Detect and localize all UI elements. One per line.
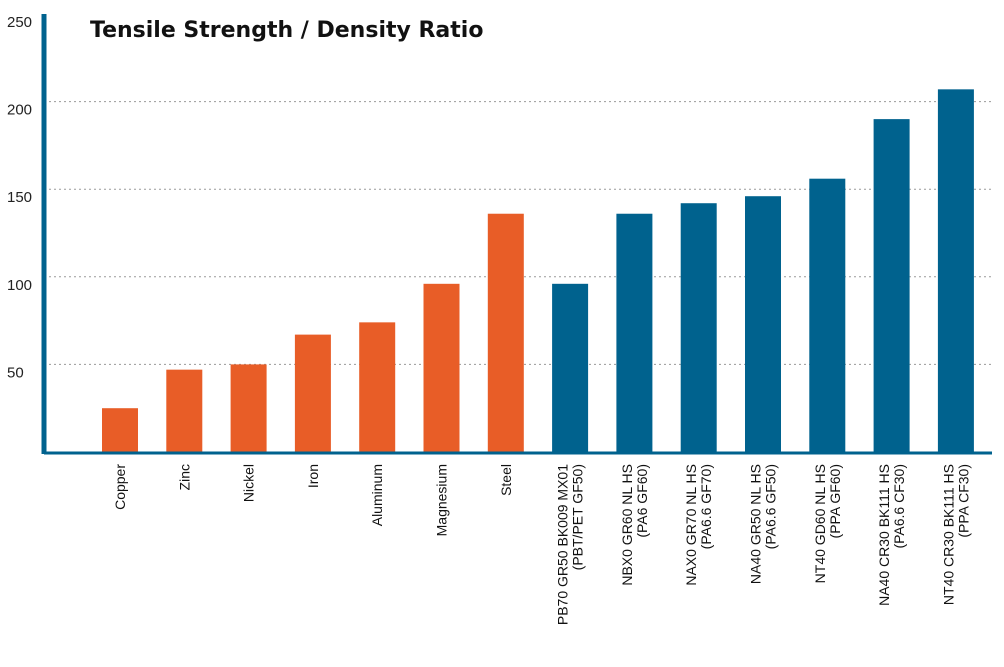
x-tick-label-line: Aluminum	[369, 464, 385, 526]
x-tick-label: Zinc	[176, 464, 192, 490]
x-tick-label: NAX0 GR70 NL HS (PA6.6 GF70)	[683, 464, 714, 586]
bar	[230, 364, 267, 452]
bar	[616, 213, 653, 452]
x-tick-label-line: (PA6 GF60)	[634, 464, 650, 538]
bar	[294, 334, 331, 452]
x-tick-label: NA40 GR50 NL HS (PA6.6 GF50)	[748, 464, 779, 584]
x-tick-label-line: NA40 CR30 BK111 HS	[876, 464, 892, 606]
x-tick-label: Nickel	[241, 464, 257, 502]
x-tick-label: Steel	[498, 464, 514, 496]
bar	[423, 283, 460, 452]
x-tick-label-line: NA40 GR50 NL HS	[748, 464, 764, 584]
bar	[552, 283, 589, 452]
bars	[102, 89, 974, 453]
x-tick-label-line: Nickel	[241, 464, 257, 502]
y-tick-label: 50	[7, 364, 24, 381]
x-tick-label-line: Steel	[498, 464, 514, 496]
bar	[166, 369, 203, 452]
x-tick-label-line: (PA6.6 GF50)	[763, 464, 779, 549]
bar	[359, 322, 396, 452]
x-tick-label-line: (PA6.6 GF70)	[698, 464, 714, 549]
x-tick-label-line: Iron	[305, 464, 321, 488]
x-tick-label-line: NAX0 GR70 NL HS	[683, 464, 699, 586]
x-tick-label: Magnesium	[434, 464, 450, 536]
y-tick-label: 250	[7, 14, 32, 31]
bar	[873, 119, 910, 453]
bar	[809, 178, 846, 453]
x-tick-label: NA40 CR30 BK111 HS (PA6.6 CF30)	[876, 464, 907, 606]
x-tick-label-line: (PBT/PET GF50)	[570, 464, 586, 570]
chart-title: Tensile Strength / Density Ratio	[90, 18, 483, 43]
y-tick-labels: 50 100 150 200 250	[7, 14, 32, 381]
x-tick-label: Copper	[112, 464, 128, 510]
y-tick-label: 150	[7, 189, 32, 206]
x-tick-label-line: NBX0 GR60 NL HS	[619, 464, 635, 586]
bar	[937, 89, 974, 452]
x-tick-labels: Copper Zinc Nickel Iron Aluminum Magnesium Ste…	[112, 464, 971, 625]
x-tick-label-line: NT40 CR30 BK111 HS	[940, 464, 956, 605]
x-tick-label-line: (PA6.6 CF30)	[891, 464, 907, 549]
x-tick-label-line: Magnesium	[434, 464, 450, 536]
x-tick-label-line: (PPA GF60)	[827, 464, 843, 538]
x-tick-label-line: Copper	[112, 464, 128, 510]
x-tick-label: Aluminum	[369, 464, 385, 526]
x-tick-label: NT40 GD60 NL HS (PPA GF60)	[812, 464, 843, 583]
bar	[745, 196, 781, 452]
x-tick-label: NBX0 GR60 NL HS (PA6 GF60)	[619, 464, 650, 586]
x-tick-label-line: PB70 GR50 BK009 MX01	[555, 464, 571, 625]
axes	[41, 14, 992, 455]
x-tick-label: Iron	[305, 464, 321, 488]
x-tick-label: NT40 CR30 BK111 HS (PPA CF30)	[940, 464, 971, 605]
x-tick-label-line: Zinc	[176, 464, 192, 490]
x-tick-label-line: (PPA CF30)	[955, 464, 971, 538]
bar	[487, 213, 524, 452]
y-tick-label: 200	[7, 102, 32, 119]
bar	[680, 203, 717, 452]
x-tick-label: PB70 GR50 BK009 MX01 (PBT/PET GF50)	[555, 464, 586, 625]
x-tick-label-line: NT40 GD60 NL HS	[812, 464, 828, 583]
y-tick-label: 100	[7, 277, 32, 294]
bar	[102, 408, 138, 452]
